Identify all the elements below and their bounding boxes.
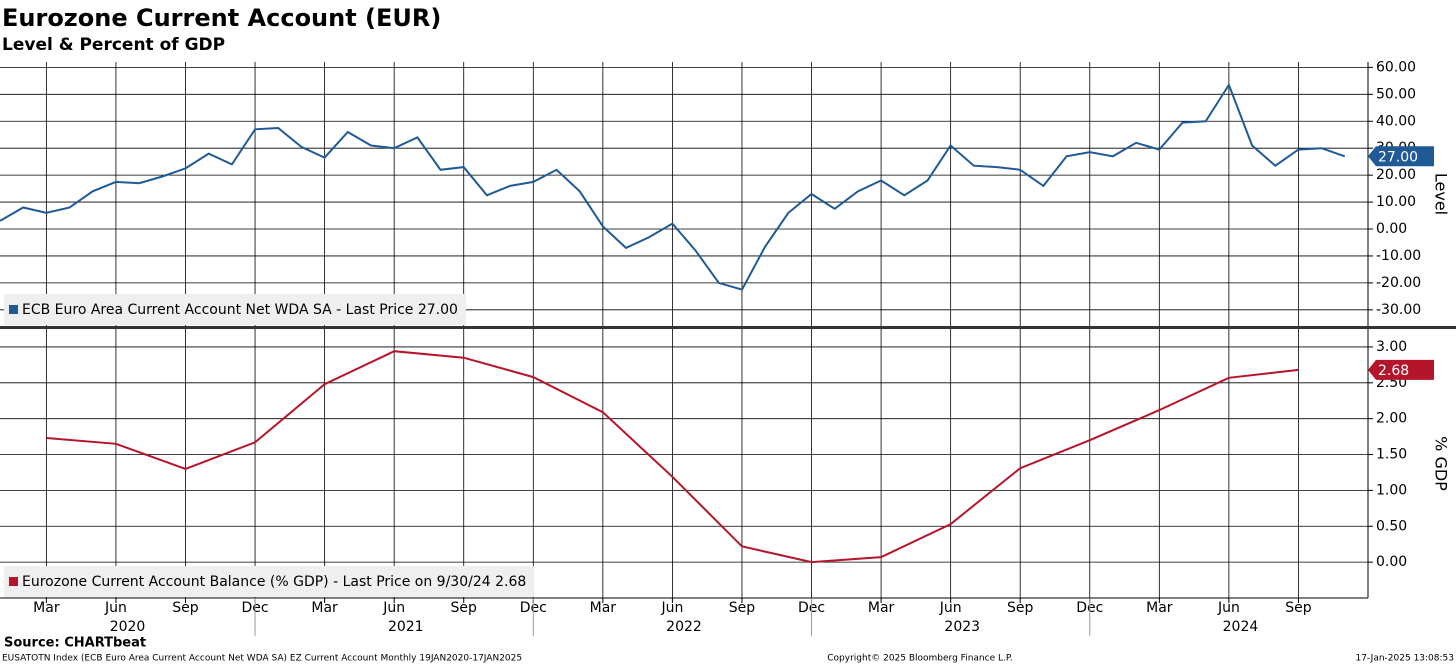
y-tick-label: -30.00 (1376, 302, 1421, 318)
chart-subtitle: Level & Percent of GDP (2, 35, 225, 55)
x-tick-label: Mar (1146, 600, 1173, 616)
x-tick-label: Sep (172, 600, 199, 616)
legend-swatch (9, 577, 18, 586)
last-value-tag (1368, 146, 1434, 167)
legend: ECB Euro Area Current Account Net WDA SA… (4, 294, 466, 325)
x-tick-label: Sep (729, 600, 756, 616)
x-tick-label: Jun (382, 600, 405, 616)
chart-title: Eurozone Current Account (EUR) (2, 4, 441, 32)
x-tick-label: Jun (1217, 600, 1240, 616)
y-tick-label: 10.00 (1376, 194, 1416, 210)
source: Source: CHARTbeat (4, 636, 146, 651)
y-tick-label: 2.00 (1376, 411, 1407, 427)
x-tick-label: Sep (1285, 600, 1312, 616)
y-tick-label: 20.00 (1376, 167, 1416, 183)
panel-divider (0, 326, 1456, 329)
y-tick-label: 0.50 (1376, 518, 1407, 534)
y-tick-label: 40.00 (1376, 113, 1416, 129)
last-value-label: 2.68 (1378, 363, 1409, 379)
footer-left: EUSATOTN Index (ECB Euro Area Current Ac… (2, 654, 522, 664)
footer-center: Copyright© 2025 Bloomberg Finance L.P. (827, 654, 1012, 664)
x-tick-label: Jun (660, 600, 683, 616)
legend-swatch (9, 305, 18, 314)
series-line (46, 350, 1299, 564)
year-label: 2020 (110, 619, 146, 635)
last-value-label: 27.00 (1378, 149, 1418, 165)
legend-label: Eurozone Current Account Balance (% GDP)… (22, 574, 526, 590)
y-tick-label: 1.50 (1376, 447, 1407, 463)
y-axis-title: Level (1432, 173, 1451, 215)
y-tick-label: -10.00 (1376, 248, 1421, 264)
y-tick-label: 0.00 (1376, 221, 1407, 237)
year-label: 2023 (944, 619, 980, 635)
y-tick-label: 50.00 (1376, 86, 1416, 102)
y-tick-label: 3.00 (1376, 339, 1407, 355)
y-axis-title: % GDP (1432, 436, 1451, 491)
x-tick-label: Mar (868, 600, 895, 616)
x-tick-label: Sep (451, 600, 478, 616)
series-line (0, 82, 1346, 291)
x-tick-label: Jun (939, 600, 962, 616)
year-label: 2024 (1223, 619, 1259, 635)
legend-box (4, 294, 466, 325)
x-tick-label: Mar (311, 600, 338, 616)
last-value-tag (1368, 359, 1434, 380)
footer-right: 17-Jan-2025 13:08:53 (1355, 654, 1454, 664)
y-tick-label: 0.00 (1376, 554, 1407, 570)
x-tick-label: Mar (590, 600, 617, 616)
year-label: 2022 (666, 619, 702, 635)
legend-box (4, 566, 535, 597)
y-tick-label: 60.00 (1376, 59, 1416, 75)
x-tick-label: Mar (33, 600, 60, 616)
x-tick-label: Sep (1007, 600, 1034, 616)
year-label: 2021 (388, 619, 424, 635)
legend-label: ECB Euro Area Current Account Net WDA SA… (22, 302, 458, 318)
legend: Eurozone Current Account Balance (% GDP)… (4, 566, 535, 597)
y-tick-label: -20.00 (1376, 275, 1421, 291)
y-tick-label: 1.00 (1376, 482, 1407, 498)
x-tick-label: Jun (104, 600, 127, 616)
